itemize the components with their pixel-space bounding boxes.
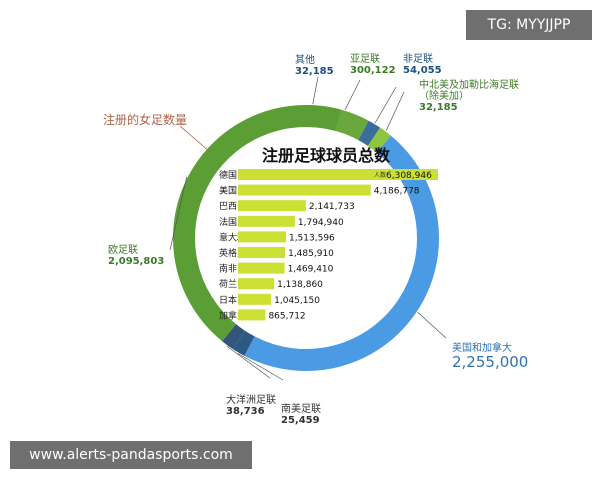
slice-label-us-canada: 美国和加拿大 2,255,000 [452,343,528,371]
leader-ofc [226,345,271,379]
donut-ring [173,105,439,371]
bar-0 [238,169,438,180]
bar-7 [238,278,275,290]
slice-value-ofc: 38,736 [226,406,265,417]
slice-name-caf: 非足联 [403,54,433,65]
slice-value-other: 32,185 [295,66,334,77]
bar-value-1: 4,186,778 [374,187,420,197]
bar-1 [238,184,371,196]
bar-category-6: 南非 [219,263,237,275]
bar-3 [238,215,295,227]
slice-name-ofc: 大洋洲足联 [226,395,276,406]
leader-donut-title [179,125,211,153]
bar-category-3: 法国 [219,216,237,228]
slice-label-caf: 非足联 54,055 [403,54,442,76]
bar-value-9: 865,712 [268,311,305,321]
watermark-top: TG: MYYJJPP [466,10,592,40]
slice-value-uefa: 2,095,803 [108,256,165,267]
bar-5 [238,247,286,258]
watermark-bottom: www.alerts-pandasports.com [10,441,252,469]
slice-name-uefa: 欧足联 [108,245,138,256]
bar-4 [238,231,286,243]
bar-category-1: 美国 [219,185,237,197]
bar-chart: 德国 人数 6,308,946 美国 4,186,778 巴西 2,141,733 法国 1,7… [219,169,438,321]
slice-name-afc: 亚足联 [350,54,380,65]
bar-category-7: 荷兰 [219,278,237,290]
slice-us-canada [244,135,439,371]
slice-name-concacaf-1: （除美加） [419,91,469,102]
slice-caf [358,120,381,146]
bar-value-0: 6,308,946 [386,171,432,181]
slice-name-us-canada: 美国和加拿大 [452,343,512,354]
slice-conmebol [232,330,255,356]
leader-conmebol [237,353,284,381]
slice-name-conmebol: 南美足联 [281,404,321,415]
bar-value-8: 1,045,150 [274,296,320,306]
slice-value-us-canada: 2,255,000 [452,353,529,371]
slice-name-other: 其他 [295,55,315,66]
slice-value-concacaf: 32,185 [419,102,458,113]
bar-value-4: 1,513,596 [289,233,335,243]
bar-value-7: 1,138,860 [277,280,323,290]
bar-9 [238,309,266,321]
label-leader-lines [169,76,447,381]
bar-category-8: 日本 [219,294,237,306]
slice-label-uefa: 欧足联 2,095,803 [108,245,164,267]
slice-ofc [222,324,246,350]
bar-unit-label: 人数 [374,171,386,179]
bar-value-5: 1,485,910 [288,249,334,259]
leader-concacaf [385,91,405,131]
slice-value-caf: 54,055 [403,65,442,76]
leader-caf [374,86,397,124]
slice-label-afc: 亚足联 300,122 [350,54,396,76]
bar-category-0: 德国 [219,169,237,181]
slice-label-ofc: 大洋洲足联 38,736 [226,395,276,417]
bar-category-2: 巴西 [219,201,237,212]
leader-other [312,76,319,105]
leader-us-canada [417,311,447,339]
bar-value-2: 2,141,733 [309,202,355,212]
slice-value-conmebol: 25,459 [281,415,320,426]
slice-label-concacaf: 中北美及加勒比海足联 （除美加） 32,185 [419,80,519,113]
slice-label-conmebol: 南美足联 25,459 [281,404,321,426]
bar-2 [238,200,306,212]
slice-name-concacaf: 中北美及加勒比海足联 [419,80,519,91]
bar-value-6: 1,469,410 [288,265,334,275]
bar-chart-title: 注册足球球员总数 [262,146,391,165]
slice-label-other: 其他 32,185 [295,55,334,77]
slice-concacaf [367,127,391,153]
slice-uefa [173,105,341,342]
bar-6 [238,262,285,274]
leader-uefa [169,176,188,251]
bar-value-3: 1,794,940 [298,218,344,228]
bar-8 [238,293,272,305]
leader-afc [344,79,361,110]
donut-chart-title: 注册的女足数量 [103,113,188,127]
slice-value-afc: 300,122 [350,65,396,76]
